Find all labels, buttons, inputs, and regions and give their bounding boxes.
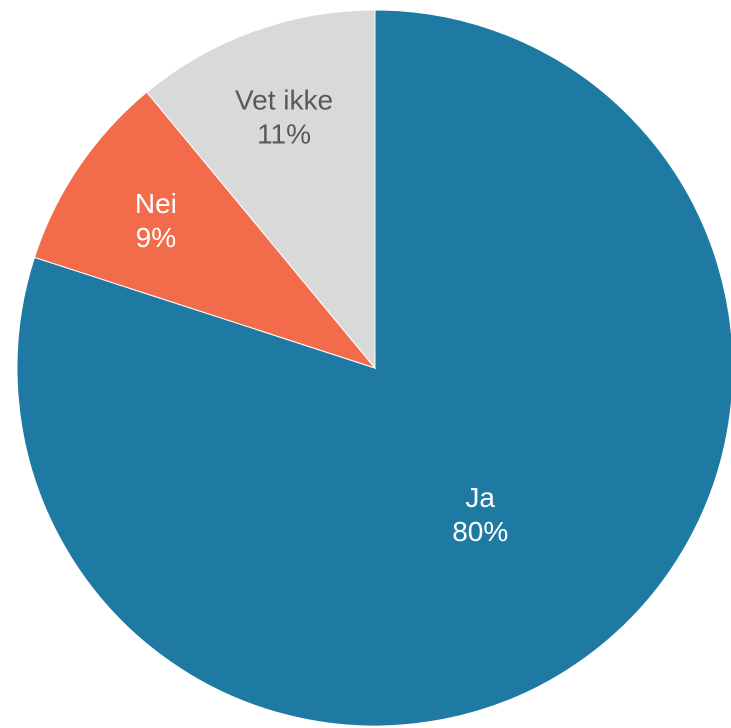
slice-value-vet-ikke: 11% <box>257 118 311 149</box>
slice-value-nei: 9% <box>136 222 176 253</box>
slice-value-ja: 80% <box>452 516 508 547</box>
slice-label-ja: Ja <box>465 482 495 513</box>
pie-slice-nei <box>33 91 377 370</box>
slice-label-nei: Nei <box>135 188 177 219</box>
pie-slice-vet-ikke <box>146 9 376 370</box>
slice-label-vet-ikke: Vet ikke <box>235 84 333 115</box>
